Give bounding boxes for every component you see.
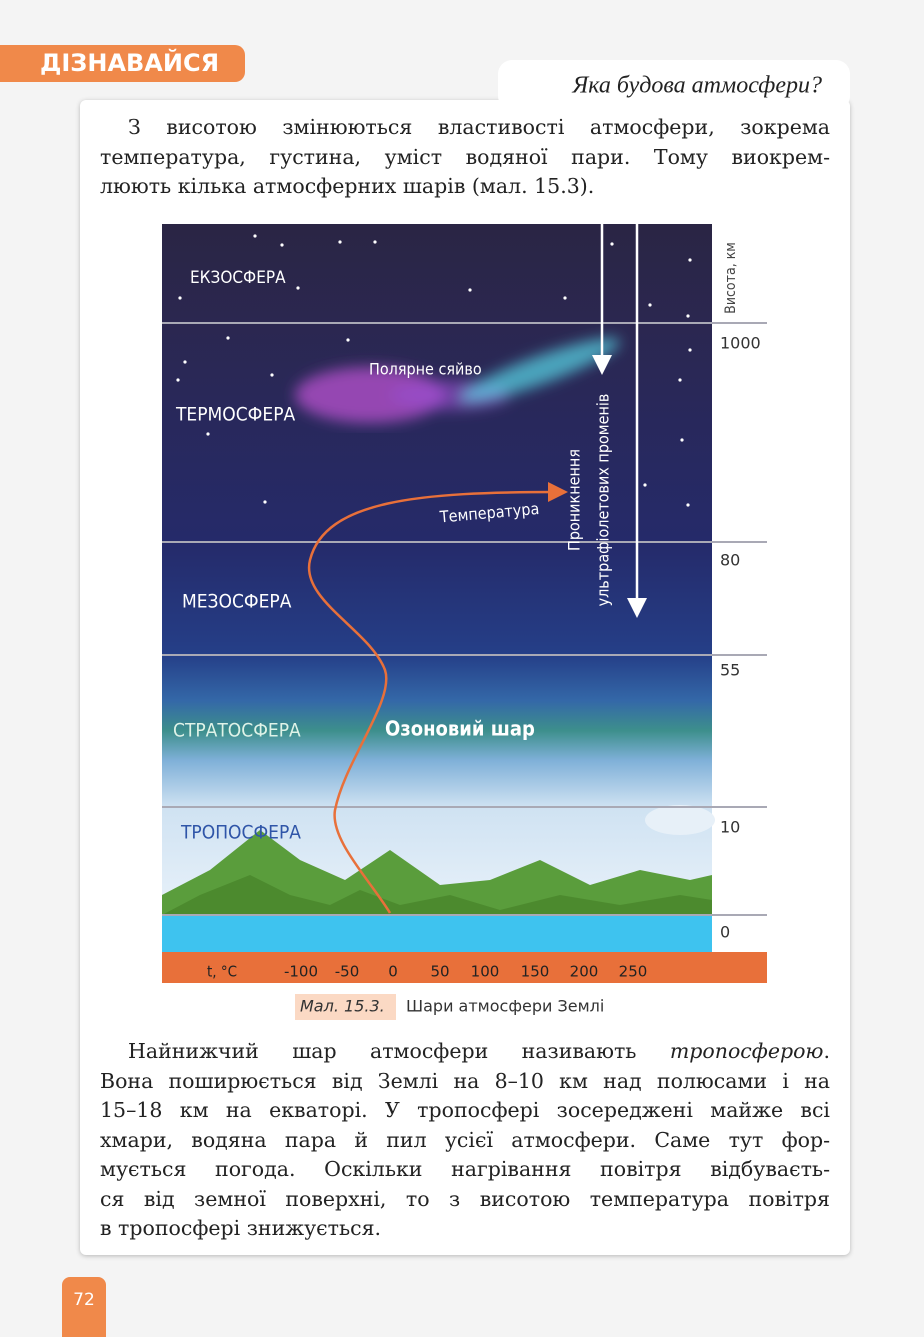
topic-title: Яка будова атмосфери? bbox=[571, 73, 822, 99]
tab-bg bbox=[0, 45, 245, 82]
temperature-tick: -100 bbox=[284, 963, 318, 981]
ozone-label: Озоновий шар bbox=[385, 717, 535, 741]
star bbox=[373, 240, 377, 244]
star bbox=[678, 378, 682, 382]
text-line: люють кілька атмосферних шарів (мал. 15.… bbox=[100, 174, 595, 198]
text-line: мується погода. Оскільки нагрівання пові… bbox=[100, 1157, 830, 1181]
star bbox=[338, 240, 342, 244]
star bbox=[686, 503, 690, 507]
altitude-tick: 55 bbox=[720, 661, 740, 680]
star bbox=[178, 296, 182, 300]
paragraph: З висотою змінюються властивості атмосфе… bbox=[100, 113, 830, 202]
temperature-axis-title: t, °C bbox=[207, 963, 237, 981]
altitude-tick: 80 bbox=[720, 551, 740, 570]
temperature-tick: 50 bbox=[430, 963, 449, 981]
page-number: 72 bbox=[73, 1290, 95, 1310]
star bbox=[563, 296, 567, 300]
star bbox=[226, 336, 230, 340]
altitude-tick: 10 bbox=[720, 818, 740, 837]
star bbox=[643, 483, 647, 487]
star bbox=[688, 258, 692, 262]
star bbox=[176, 378, 180, 382]
star bbox=[296, 286, 300, 290]
temperature-tick: 250 bbox=[619, 963, 648, 981]
temperature-curve bbox=[307, 482, 568, 914]
layer-label: ТРОПОСФЕРА bbox=[180, 822, 301, 844]
topic-tab bbox=[498, 60, 850, 110]
temperature-tick: 150 bbox=[521, 963, 550, 981]
text-line: ся від земної поверхні, то з висотою тем… bbox=[100, 1186, 830, 1211]
text-line: 15–18 км на екваторі. У тропосфері зосер… bbox=[100, 1098, 830, 1122]
tab-title: ДІЗНАВАЙСЯ bbox=[40, 48, 219, 77]
term: тропосферою bbox=[669, 1039, 824, 1063]
cloud bbox=[645, 805, 715, 835]
temperature-tick: 200 bbox=[570, 963, 599, 981]
star bbox=[280, 243, 284, 247]
hills bbox=[162, 875, 712, 915]
temperature-band bbox=[162, 952, 767, 983]
star bbox=[468, 288, 472, 292]
water bbox=[162, 915, 712, 952]
layer-label: МЕЗОСФЕРА bbox=[182, 591, 292, 613]
aurora bbox=[295, 338, 621, 423]
text-line: в тропосфері знижується. bbox=[100, 1216, 382, 1240]
mountains bbox=[162, 830, 712, 915]
star bbox=[263, 500, 267, 504]
star bbox=[346, 338, 350, 342]
uv-label: ультрафіолетових променів bbox=[594, 394, 613, 607]
temperature-tick: 0 bbox=[388, 963, 398, 981]
star bbox=[680, 438, 684, 442]
text-line: Найнижчий шар атмосфери називають тропос… bbox=[100, 1037, 830, 1067]
text: Найнижчий шар атмосфери називають bbox=[128, 1039, 670, 1063]
sky bbox=[162, 224, 712, 915]
star bbox=[686, 314, 690, 318]
altitude-tick: 1000 bbox=[720, 334, 761, 353]
caption-label: Мал. 15.3. bbox=[300, 997, 385, 1016]
page-number-bg bbox=[62, 1277, 106, 1337]
star bbox=[688, 348, 692, 352]
caption-label-bg bbox=[295, 994, 396, 1020]
layer-boundaries bbox=[162, 322, 767, 916]
caption-text: Шари атмосфери Землі bbox=[406, 997, 604, 1016]
text-line: З висотою змінюються властивості атмосфе… bbox=[128, 115, 830, 139]
layer-label: ТЕРМОСФЕРА bbox=[175, 404, 296, 426]
star bbox=[270, 373, 274, 377]
text: . bbox=[823, 1039, 830, 1063]
text-line: температура, густина, уміст водяної пари… bbox=[100, 144, 830, 169]
aurora-label: Полярне сяйво bbox=[369, 360, 482, 379]
text-line: Вона поширюється від Землі на 8–10 км на… bbox=[100, 1068, 830, 1093]
layer-label: ЕКЗОСФЕРА bbox=[190, 268, 286, 288]
uv-label: Проникнення bbox=[565, 449, 584, 551]
temperature-tick: -50 bbox=[335, 963, 360, 981]
text-line: хмари, водяна пара й пил усієї атмосфери… bbox=[100, 1127, 830, 1152]
temperature-tick: 100 bbox=[471, 963, 500, 981]
altitude-tick: 0 bbox=[720, 923, 730, 942]
star bbox=[648, 303, 652, 307]
star bbox=[610, 242, 614, 246]
star bbox=[206, 432, 210, 436]
altitude-title: Висота, км bbox=[723, 242, 739, 314]
star bbox=[183, 360, 187, 364]
layer-label: СТРАТОСФЕРА bbox=[173, 720, 301, 742]
star bbox=[253, 234, 257, 238]
paragraph: Найнижчий шар атмосфери називають тропос… bbox=[100, 1037, 830, 1244]
